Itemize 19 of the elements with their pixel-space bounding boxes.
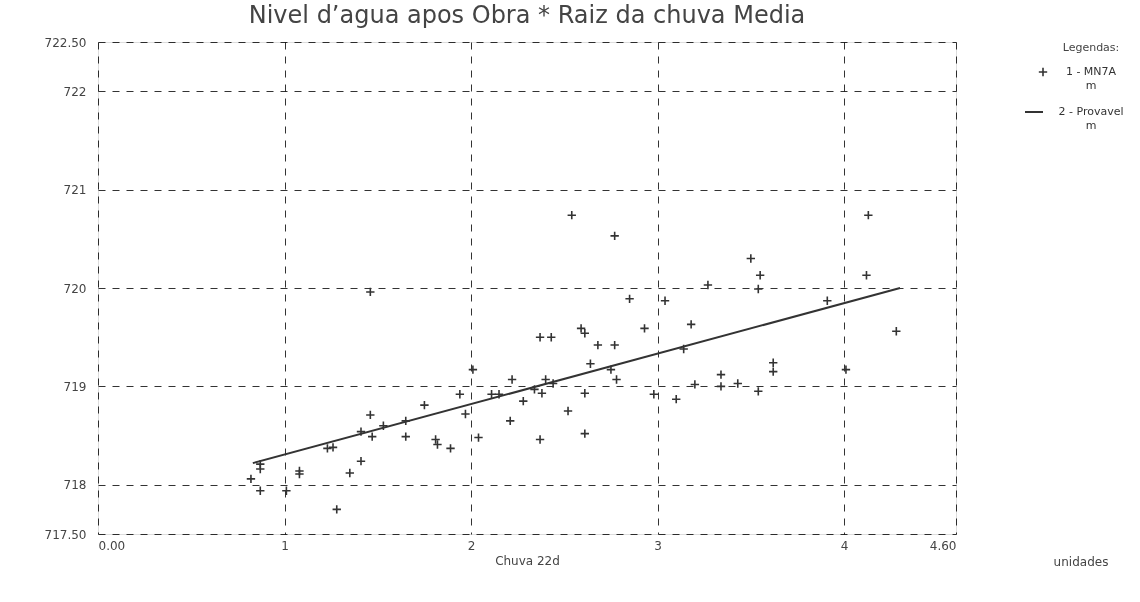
legend-label: 1 - MN7A m bbox=[1065, 65, 1117, 92]
legend-label: 2 - Provavel m bbox=[1058, 105, 1124, 132]
y-tick-label: 722 bbox=[63, 84, 87, 99]
text: unidades bbox=[1053, 555, 1109, 569]
x-tick-label: 2 bbox=[467, 538, 476, 553]
y-tick-label: 721 bbox=[63, 183, 87, 198]
x-tick-label: 3 bbox=[654, 538, 662, 553]
x-tick-label: 4.60 bbox=[929, 538, 957, 553]
x-tick-label: 0.00 bbox=[98, 538, 126, 553]
y-tick-label: 718 bbox=[63, 478, 87, 493]
y-tick-label: 720 bbox=[63, 281, 87, 296]
y-tick-label: 719 bbox=[63, 379, 87, 394]
x-tick-label: 1 bbox=[281, 538, 289, 553]
y-tick-label: 717.50 bbox=[44, 527, 87, 542]
x-axis-title: Chuva 22d bbox=[495, 553, 560, 568]
x-tick-label: 4 bbox=[840, 538, 849, 553]
legend-title: Legendas: bbox=[1062, 41, 1120, 54]
y-tick-label: 722.50 bbox=[44, 35, 87, 50]
chart-title: Nivel d’agua apos Obra * Raiz da chuva Media bbox=[248, 1, 806, 29]
